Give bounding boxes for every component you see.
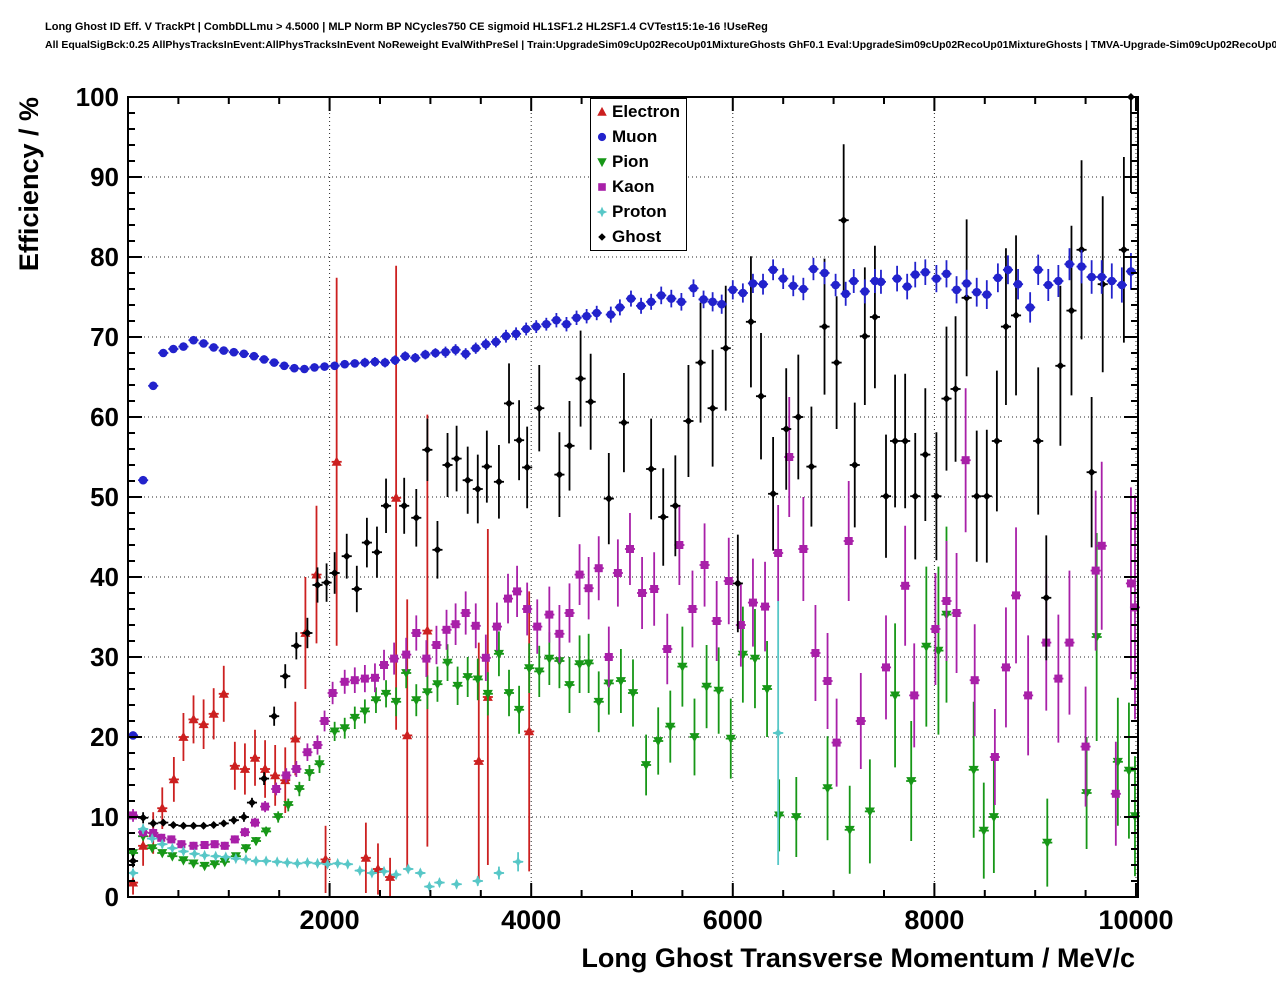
- x-tick-label: 4000: [501, 905, 561, 935]
- legend-label: Kaon: [612, 176, 655, 196]
- legend-item-ghost: Ghost: [591, 224, 686, 249]
- legend-label: Ghost: [612, 226, 662, 246]
- ghost-marker-icon: [598, 232, 606, 241]
- x-axis-title: Long Ghost Transverse Momentum / MeV/c: [581, 943, 1135, 973]
- plot-title: Long Ghost ID Eff. V TrackPt | CombDLLmu…: [45, 21, 768, 33]
- legend-label: Proton: [612, 201, 667, 221]
- y-tick-label: 50: [90, 482, 119, 512]
- y-tick-label: 60: [90, 402, 119, 432]
- series-pion: [128, 526, 1141, 887]
- plot-frame: [127, 96, 1139, 898]
- kaon-marker-icon: [598, 182, 606, 191]
- electron-marker-icon: [597, 106, 607, 116]
- legend-label: Muon: [612, 126, 658, 146]
- y-tick-label: 20: [90, 722, 119, 752]
- legend-item-proton: Proton: [591, 199, 686, 224]
- series-muon-markers: [128, 259, 1136, 740]
- proton-marker-icon: [596, 206, 608, 217]
- series-muon: [128, 248, 1136, 739]
- plot-subtitle: All EqualSigBck:0.25 AllPhysTracksInEven…: [45, 39, 1276, 51]
- legend-item-pion: Pion: [591, 149, 686, 174]
- series-kaon: [128, 388, 1141, 850]
- series-proton-markers: [127, 727, 784, 893]
- muon-marker-icon: [597, 132, 607, 141]
- y-tick-label: 80: [90, 242, 119, 272]
- series-electron: [128, 265, 535, 897]
- x-tick-label: 10000: [1098, 905, 1173, 935]
- x-tick-label: 2000: [300, 905, 360, 935]
- y-tick-label: 40: [90, 562, 119, 592]
- series-ghost-markers: [129, 93, 1135, 865]
- series-electron-markers: [128, 456, 535, 887]
- y-tick-label: 0: [105, 882, 119, 912]
- legend-item-electron: Electron: [591, 99, 686, 124]
- y-tick-label: 100: [76, 82, 119, 112]
- tick-labels: 0 10 20 30 40 50 60 70 80 90 100 2000 4000 6000 8000 10…: [76, 82, 1174, 935]
- pion-marker-icon: [597, 157, 607, 167]
- series-kaon-markers: [129, 453, 1139, 850]
- x-tick-label: 6000: [703, 905, 763, 935]
- y-axis-title: Efficiency / %: [14, 97, 44, 272]
- legend: Electron Muon Pion Kaon Proton Ghost: [590, 98, 687, 251]
- y-tick-label: 30: [90, 642, 119, 672]
- legend-label: Pion: [612, 151, 649, 171]
- x-tick-label: 8000: [904, 905, 964, 935]
- legend-label: Electron: [612, 101, 681, 121]
- legend-item-kaon: Kaon: [591, 174, 686, 199]
- legend-item-muon: Muon: [591, 124, 686, 149]
- y-tick-label: 10: [90, 802, 119, 832]
- y-tick-label: 70: [90, 322, 119, 352]
- series-pion-markers: [128, 610, 1140, 872]
- y-tick-label: 90: [90, 162, 119, 192]
